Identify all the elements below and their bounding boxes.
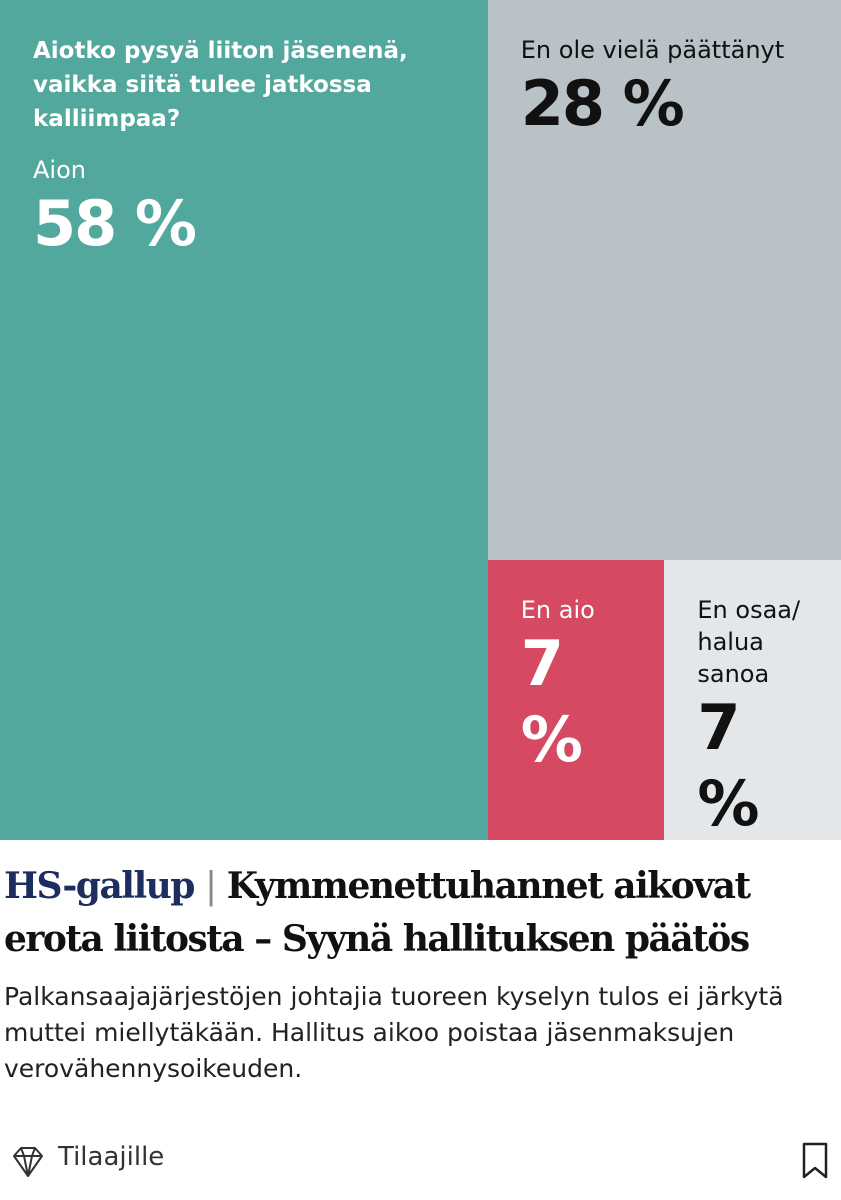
category-label: Aion [33,156,86,184]
category-label: En ole vielä päättänyt [520,36,785,64]
chart-title: Aiotko pysyä liiton jäsenenä, vaikka sii… [33,38,408,132]
kicker: HS-gallup [4,865,195,907]
headline[interactable]: HS-gallup | Kymmenettuhannet aikovat ero… [4,860,834,965]
value-label: 7 % [697,691,759,840]
treemap-cell: En ole vielä päättänyt 28 % [487,0,841,560]
value-label: 28 % [520,67,685,140]
value-label: 7 % [520,627,583,776]
footer: Tilaajille [10,1140,830,1180]
value-label: 58 % [33,187,197,260]
bookmark-icon[interactable] [800,1142,830,1180]
category-label: En aio [520,596,595,624]
footer-label[interactable]: Tilaajille [58,1142,165,1172]
article[interactable]: HS-gallup | Kymmenettuhannet aikovat ero… [4,860,834,1087]
headline-text: Kymmenettuhannet aikovat erota liitosta … [4,865,751,960]
diamond-icon [13,1147,43,1177]
treemap: Aiotko pysyä liiton jäsenenä, vaikka sii… [0,0,841,840]
treemap-cell: En osaa/ halua sanoa 7 % [664,560,841,840]
separator: | [205,866,217,907]
lead: Palkansaajajärjestöjen johtajia tuoreen … [4,982,784,1083]
treemap-cell: En aio 7 % [487,560,665,840]
category-label: En osaa/ halua sanoa [697,596,801,688]
treemap-cell: Aiotko pysyä liiton jäsenenä, vaikka sii… [0,0,488,840]
